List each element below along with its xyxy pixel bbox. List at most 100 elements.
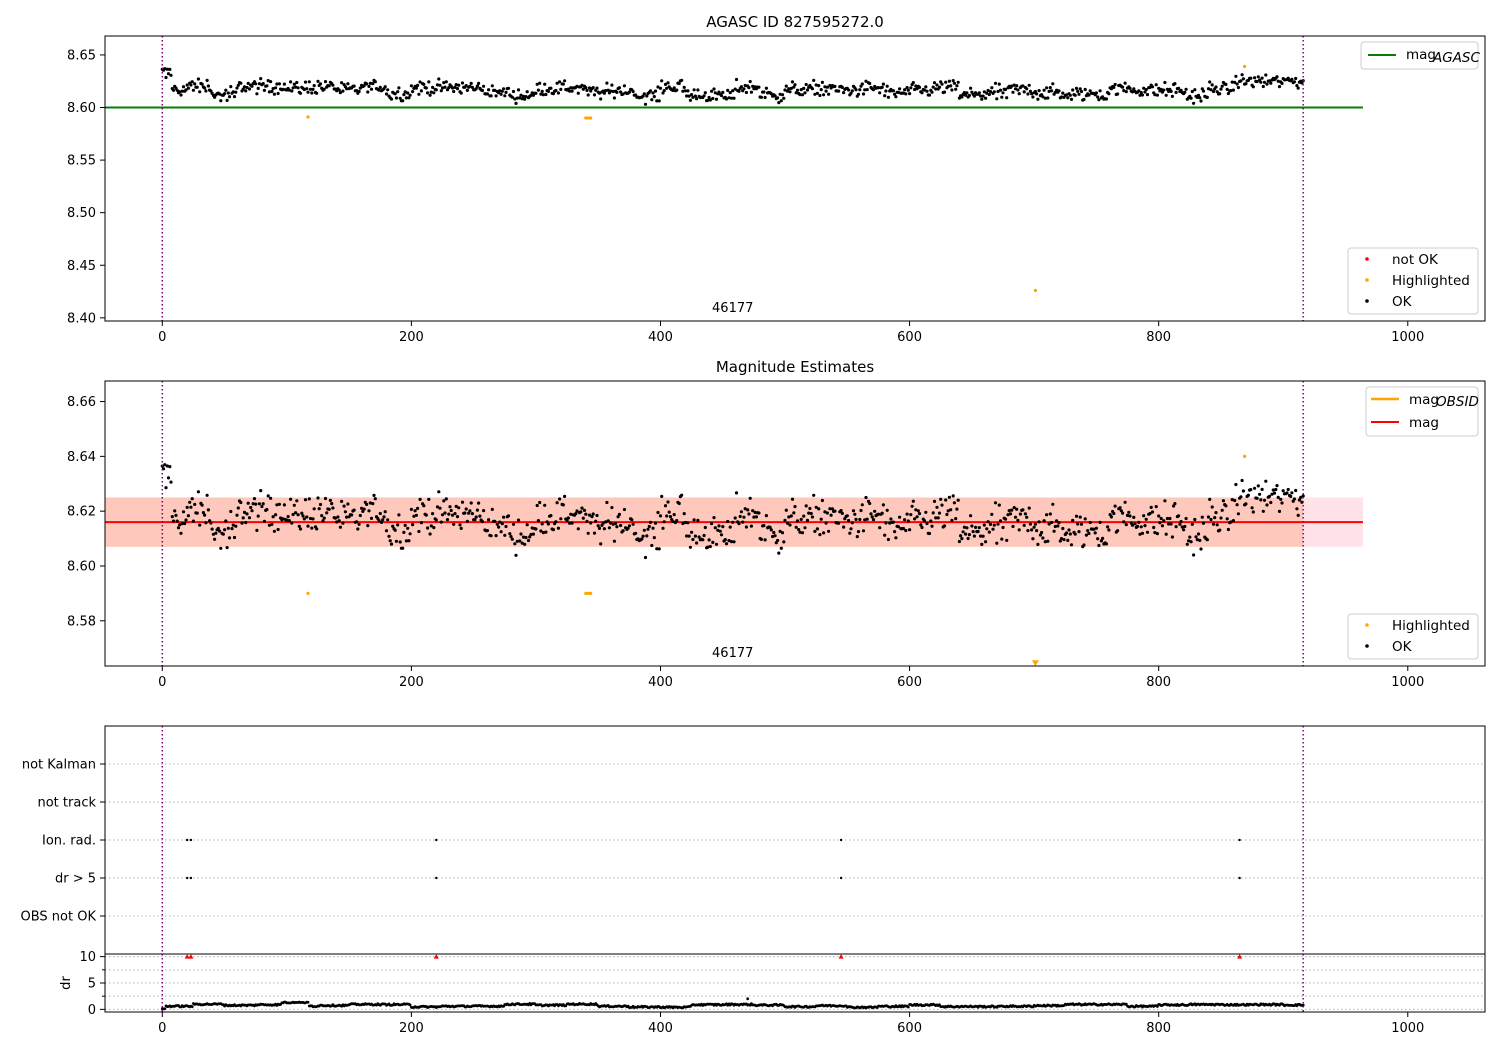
data-point xyxy=(787,515,791,519)
data-point xyxy=(982,523,986,527)
data-point xyxy=(692,88,696,92)
data-point xyxy=(880,511,884,515)
x-tick-label: 800 xyxy=(1146,1021,1171,1036)
data-point xyxy=(1173,502,1177,506)
data-point xyxy=(244,89,248,93)
data-point xyxy=(744,90,749,95)
data-point xyxy=(179,93,183,97)
data-point xyxy=(1074,86,1079,90)
data-point xyxy=(287,519,291,523)
data-point xyxy=(795,88,800,92)
data-point xyxy=(418,497,422,501)
data-point xyxy=(1041,95,1045,99)
data-point xyxy=(226,91,230,95)
data-point xyxy=(823,510,827,514)
data-point xyxy=(277,502,281,506)
data-point xyxy=(733,87,737,91)
data-point xyxy=(323,80,328,84)
highlight-point xyxy=(589,116,593,120)
data-point xyxy=(984,96,988,100)
data-point xyxy=(498,89,502,93)
data-point xyxy=(371,82,375,86)
data-point xyxy=(275,82,279,86)
series-ok xyxy=(160,67,1305,106)
data-point xyxy=(169,73,173,77)
data-point xyxy=(744,525,749,529)
data-point xyxy=(1113,504,1117,508)
data-point xyxy=(365,82,369,86)
data-point xyxy=(840,511,844,515)
data-point xyxy=(371,502,375,506)
data-point xyxy=(534,527,538,531)
data-point xyxy=(407,539,411,543)
data-point xyxy=(945,512,949,517)
data-point xyxy=(190,80,194,84)
data-point xyxy=(1087,531,1091,536)
data-point xyxy=(1157,514,1161,518)
data-point xyxy=(443,511,447,515)
data-point xyxy=(1050,89,1054,93)
data-point xyxy=(787,87,791,91)
data-point xyxy=(1016,518,1020,522)
data-point xyxy=(925,89,929,93)
data-point xyxy=(675,519,679,523)
data-point xyxy=(734,491,739,495)
data-point xyxy=(506,86,511,90)
data-point xyxy=(407,96,411,100)
data-point xyxy=(1069,97,1074,101)
data-point xyxy=(487,88,491,92)
data-point xyxy=(1194,535,1198,539)
data-point xyxy=(967,93,972,98)
data-point xyxy=(1084,533,1088,537)
data-point xyxy=(427,497,431,501)
data-point xyxy=(1259,80,1263,84)
data-point xyxy=(1098,520,1102,525)
data-point xyxy=(1035,92,1039,96)
data-point xyxy=(219,99,223,103)
legend-label: OK xyxy=(1392,294,1413,310)
data-point xyxy=(270,89,274,94)
data-point xyxy=(378,85,382,89)
data-point xyxy=(642,92,646,96)
data-point xyxy=(382,515,386,519)
data-point xyxy=(294,85,298,89)
data-point xyxy=(454,504,458,508)
data-point xyxy=(170,515,174,519)
data-point xyxy=(1214,85,1218,89)
data-point xyxy=(1297,498,1301,502)
data-point xyxy=(776,96,780,100)
data-point xyxy=(814,505,818,509)
data-point xyxy=(1275,484,1279,488)
data-point xyxy=(520,541,524,545)
data-point xyxy=(706,545,710,549)
data-point xyxy=(551,528,556,532)
data-point xyxy=(666,81,670,85)
data-point xyxy=(987,92,991,97)
data-point xyxy=(917,85,922,89)
data-point xyxy=(763,538,767,542)
data-point xyxy=(751,84,755,88)
data-point xyxy=(414,86,418,90)
data-point xyxy=(1003,87,1008,92)
data-point xyxy=(1168,516,1172,521)
data-point xyxy=(805,88,810,92)
data-point xyxy=(1177,514,1181,518)
data-point xyxy=(690,530,694,534)
data-point xyxy=(1097,543,1101,548)
data-point xyxy=(445,518,450,522)
data-point xyxy=(355,520,359,524)
data-point xyxy=(511,89,516,94)
data-point xyxy=(440,86,445,90)
data-point xyxy=(1047,89,1051,93)
data-point xyxy=(1188,535,1192,539)
x-tick-label: 200 xyxy=(399,330,424,345)
data-point xyxy=(1116,92,1120,96)
data-point xyxy=(1184,516,1188,521)
data-point xyxy=(815,91,820,95)
data-point xyxy=(201,510,205,515)
data-point xyxy=(998,88,1003,92)
data-point xyxy=(543,503,547,507)
data-point xyxy=(224,519,228,523)
data-point xyxy=(511,522,516,526)
